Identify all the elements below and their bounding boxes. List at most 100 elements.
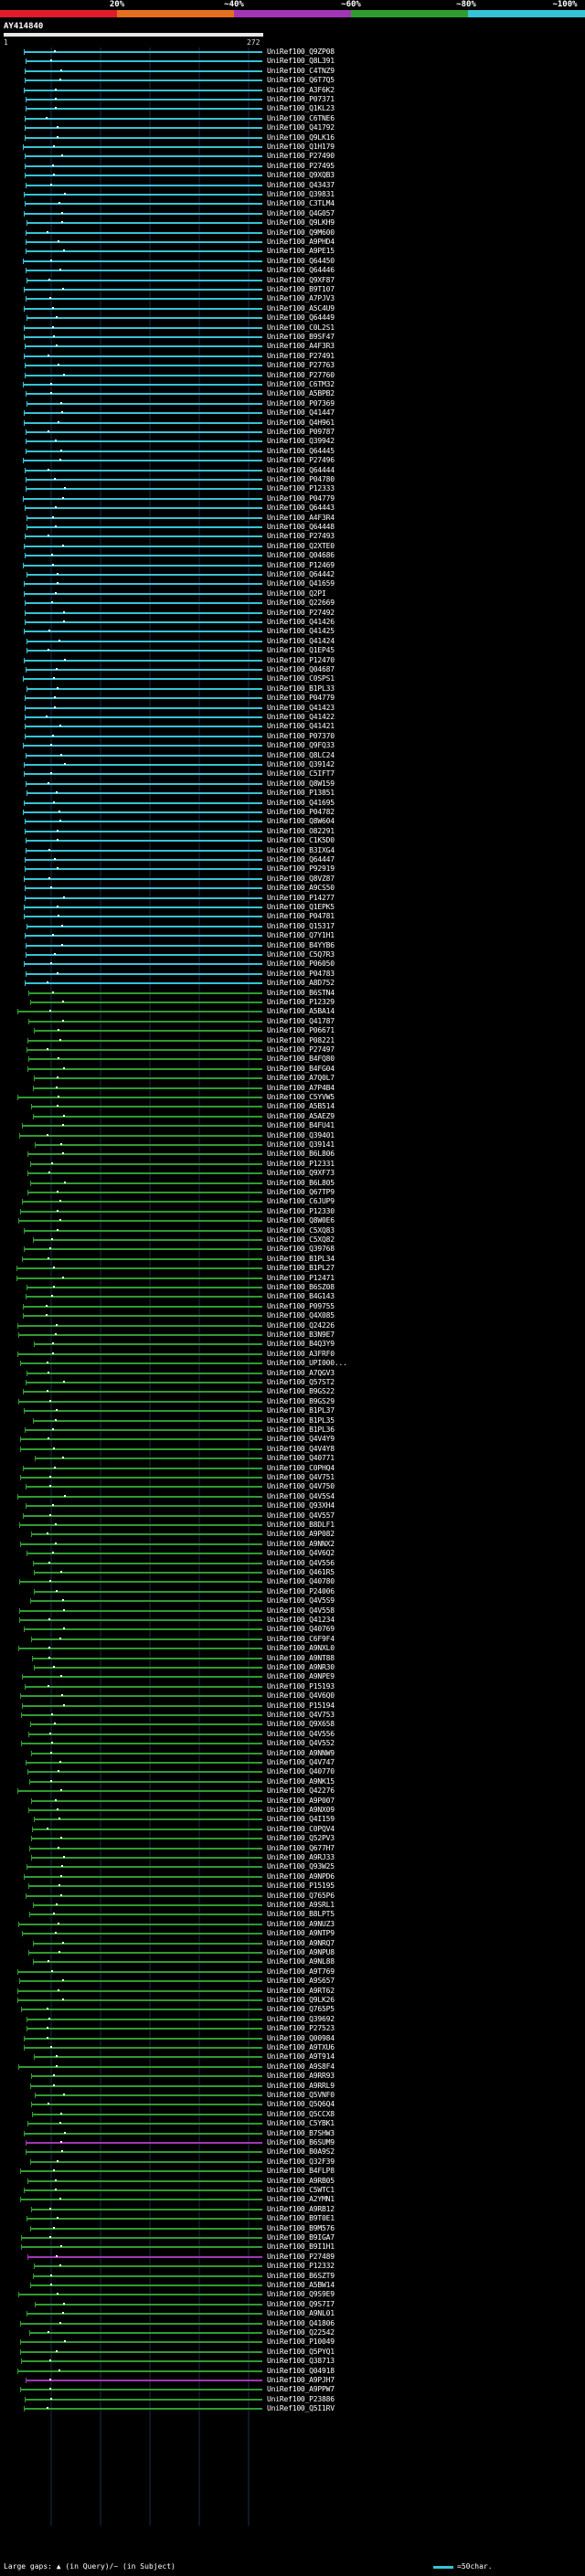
hit-link[interactable]: UniRef100_Q6T7Q5 [267,76,335,85]
hit-link[interactable]: UniRef100_A9RB05 [267,2176,335,2185]
hit-link[interactable]: UniRef100_P10049 [267,2337,335,2347]
hit-link[interactable]: UniRef100_Q4V5S4 [267,1491,335,1500]
hit-link[interactable]: UniRef100_B1PL36 [267,1426,335,1434]
hit-link[interactable]: UniRef100_C1K5D0 [267,836,335,845]
hit-link[interactable]: UniRef100_C3TLM4 [267,199,335,208]
hit-link[interactable]: UniRef100_B9SF47 [267,333,335,341]
hit-link[interactable]: UniRef100_P06671 [267,1026,335,1035]
hit-link[interactable]: UniRef100_Q64443 [267,504,335,513]
hit-link[interactable]: UniRef100_Q41659 [267,579,335,588]
hit-link[interactable]: UniRef100_Q15317 [267,921,335,930]
hit-link[interactable]: UniRef100_Q39942 [267,437,335,446]
hit-link[interactable]: UniRef100_C6F9F4 [267,1634,335,1643]
hit-link[interactable]: UniRef100_B1PL33 [267,684,335,693]
hit-link[interactable]: UniRef100_B4FG04 [267,1064,335,1073]
hit-link[interactable]: UniRef100_A9NR30 [267,1663,335,1671]
hit-link[interactable]: UniRef100_B9GS29 [267,1396,335,1405]
hit-link[interactable]: UniRef100_P09755 [267,1301,335,1310]
hit-link[interactable]: UniRef100_B4G143 [267,1292,335,1301]
hit-link[interactable]: UniRef100_Q7Y1H1 [267,931,335,940]
hit-link[interactable]: UniRef100_P12332 [267,2262,335,2271]
hit-link[interactable]: UniRef100_B7SHW3 [267,2128,335,2137]
hit-link[interactable]: UniRef100_Q04687 [267,665,335,673]
hit-link[interactable]: UniRef100_A9S8F4 [267,2062,335,2071]
hit-link[interactable]: UniRef100_Q9S7I7 [267,2299,335,2308]
hit-link[interactable]: UniRef100_Q93W25 [267,1862,335,1871]
hit-link[interactable]: UniRef100_A5BW14 [267,2281,335,2289]
hit-link[interactable]: UniRef100_Q00984 [267,2033,335,2042]
hit-link[interactable]: UniRef100_Q4V750 [267,1482,335,1491]
hit-link[interactable]: UniRef100_Q2PI [267,588,326,598]
hit-link[interactable]: UniRef100_Q41425 [267,627,335,636]
hit-link[interactable]: UniRef100_Q4I159 [267,1815,335,1824]
hit-link[interactable]: UniRef100_Q4V753 [267,1711,335,1719]
hit-link[interactable]: UniRef100_P27496 [267,456,335,465]
hit-link[interactable]: UniRef100_A5BA14 [267,1007,335,1016]
hit-link[interactable]: UniRef100_Q1EPK5 [267,903,335,911]
hit-link[interactable]: UniRef100_P13851 [267,789,335,798]
hit-link[interactable]: UniRef100_P04779 [267,694,335,703]
hit-link[interactable]: UniRef100_P12471 [267,1273,335,1282]
hit-link[interactable]: UniRef100_Q93XH4 [267,1501,335,1511]
hit-link[interactable]: UniRef100_P12330 [267,1206,335,1215]
hit-link[interactable]: UniRef100_Q4V552 [267,1739,335,1748]
hit-link[interactable]: UniRef100_Q1EP45 [267,646,335,655]
hit-link[interactable]: UniRef100_Q9XQB3 [267,171,335,180]
hit-link[interactable]: UniRef100_B1PL34 [267,1254,335,1263]
hit-link[interactable]: UniRef100_Q4V4Y9 [267,1435,335,1444]
hit-link[interactable]: UniRef100_P27497 [267,1045,335,1054]
hit-link[interactable]: UniRef100_B1PL37 [267,1406,335,1415]
hit-link[interactable]: UniRef100_A9PE15 [267,247,335,256]
hit-link[interactable]: UniRef100_Q677H7 [267,1843,335,1852]
hit-link[interactable]: UniRef100_P27493 [267,532,335,541]
hit-link[interactable]: UniRef100_Q5I1RV [267,2404,335,2413]
hit-link[interactable]: UniRef100_Q32F39 [267,2157,335,2166]
hit-link[interactable]: UniRef100_A9T769 [267,1966,335,1976]
hit-link[interactable]: UniRef100_C0SPS1 [267,674,335,684]
hit-link[interactable]: UniRef100_Q64450 [267,256,335,265]
hit-link[interactable]: UniRef100_Q8LC24 [267,750,335,759]
hit-link[interactable]: UniRef100_A7P4B4 [267,1083,335,1092]
hit-link[interactable]: UniRef100_A9RRL9 [267,2081,335,2090]
hit-link[interactable]: UniRef100_Q41426 [267,618,335,626]
hit-link[interactable]: UniRef100_Q40769 [267,1625,335,1634]
hit-link[interactable]: UniRef100_A7PJV3 [267,294,335,303]
hit-link[interactable]: UniRef100_A2YMN1 [267,2195,335,2204]
hit-link[interactable]: UniRef100_Q39831 [267,190,335,198]
hit-link[interactable]: UniRef100_C5YBK1 [267,2119,335,2128]
hit-link[interactable]: UniRef100_Q41421 [267,722,335,731]
hit-link[interactable]: UniRef100_P08221 [267,1035,335,1044]
hit-link[interactable]: UniRef100_B1PL35 [267,1415,335,1425]
hit-link[interactable]: UniRef100_B3IXG4 [267,845,335,854]
hit-link[interactable]: UniRef100_Q64442 [267,570,335,578]
hit-link[interactable]: UniRef100_Q9M600 [267,228,335,237]
hit-link[interactable]: UniRef100_Q8W159 [267,779,335,788]
hit-link[interactable]: UniRef100_Q43437 [267,180,335,189]
hit-link[interactable]: UniRef100_A9RT62 [267,1986,335,1995]
hit-link[interactable]: UniRef100_A9RJ33 [267,1853,335,1861]
hit-link[interactable]: UniRef100_A4F3R3 [267,342,335,351]
hit-link[interactable]: UniRef100_P07370 [267,731,335,740]
hit-link[interactable]: UniRef100_Q41422 [267,713,335,721]
hit-link[interactable]: UniRef100_C5XQ83 [267,1225,335,1235]
hit-link[interactable]: UniRef100_C5XQ82 [267,1235,335,1244]
hit-link[interactable]: UniRef100_B4FLP8 [267,2167,335,2176]
hit-link[interactable]: UniRef100_P27489 [267,2252,335,2261]
hit-link[interactable]: UniRef100_C5YVW5 [267,1093,335,1101]
hit-link[interactable]: UniRef100_B6L806 [267,1150,335,1159]
hit-link[interactable]: UniRef100_Q39401 [267,1130,335,1140]
hit-link[interactable]: UniRef100_P27490 [267,152,335,161]
hit-link[interactable]: UniRef100_Q5PYQ1 [267,2347,335,2356]
hit-link[interactable]: UniRef100_P04783 [267,969,335,978]
hit-link[interactable]: UniRef100_B6L805 [267,1178,335,1187]
hit-link[interactable]: UniRef100_P04780 [267,475,335,483]
hit-link[interactable]: UniRef100_Q41447 [267,408,335,418]
hit-link[interactable]: UniRef100_C5WTC1 [267,2186,335,2194]
hit-link[interactable]: UniRef100_A9T914 [267,2052,335,2062]
hit-link[interactable]: UniRef100_A3FRF0 [267,1349,335,1358]
hit-link[interactable]: UniRef100_P07369 [267,398,335,408]
hit-link[interactable]: UniRef100_Q8W604 [267,817,335,826]
hit-link[interactable]: UniRef100_A5B514 [267,1102,335,1111]
hit-link[interactable]: UniRef100_A9S657 [267,1977,335,1986]
hit-link[interactable]: UniRef100_Q40771 [267,1454,335,1463]
